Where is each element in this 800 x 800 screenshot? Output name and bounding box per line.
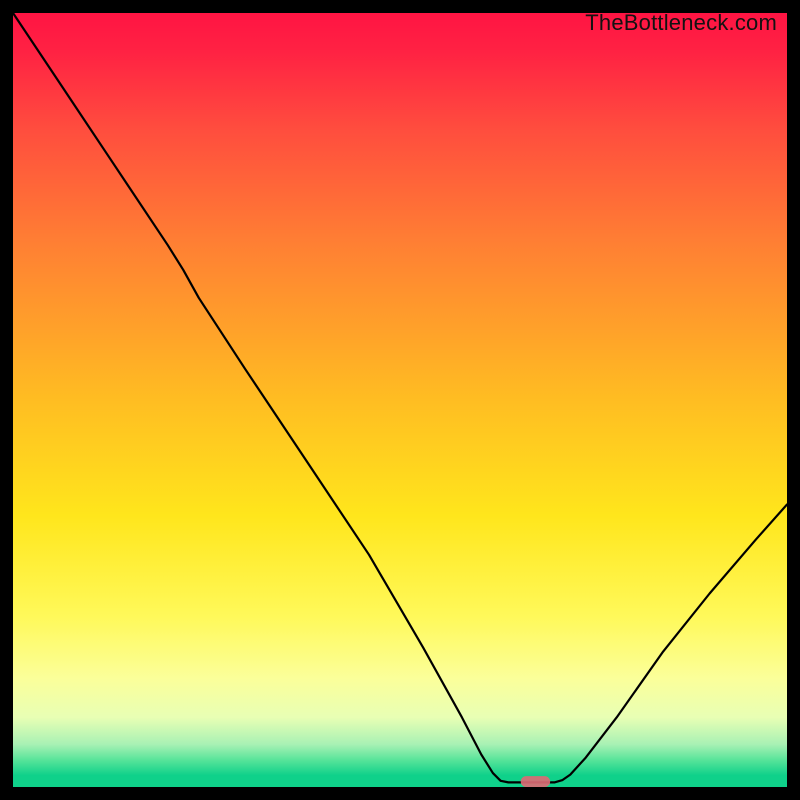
optimal-marker (521, 776, 550, 787)
bottleneck-chart (13, 13, 787, 787)
chart-background (13, 13, 787, 787)
chart-frame: TheBottleneck.com (0, 0, 800, 800)
watermark-text: TheBottleneck.com (585, 10, 777, 36)
